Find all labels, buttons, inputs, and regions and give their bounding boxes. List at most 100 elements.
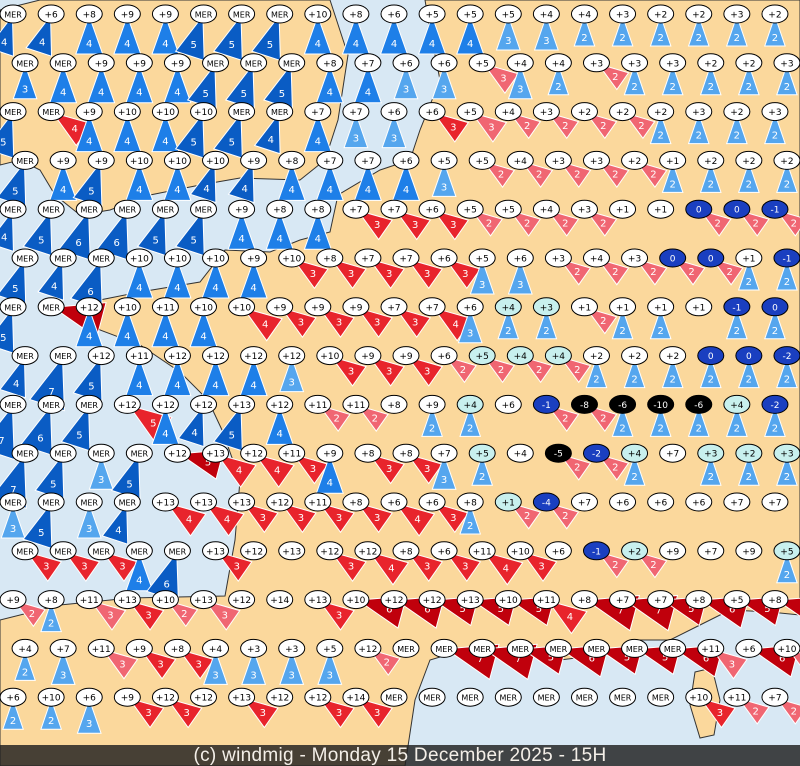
station-marker: 4 +13: [151, 492, 207, 537]
wind-markers: 4MER4+64+84+94+95MER5MER5MER4+104+84+64+…: [0, 4, 800, 734]
wind-arrow: [113, 14, 142, 55]
wind-speed-label: 6: [75, 238, 81, 249]
wind-arrow: [151, 307, 180, 348]
temperature-oval: [544, 638, 572, 658]
wind-arrow: [318, 697, 355, 729]
temperature-label: MER: [512, 645, 530, 654]
wind-arrow: [573, 14, 596, 47]
temperature-label: +7: [437, 450, 450, 460]
station-marker: 2 +4: [506, 346, 554, 384]
wind-speed-label: 2: [669, 179, 675, 190]
wind-speed-label: 2: [524, 218, 530, 229]
wind-speed-label: 4: [115, 525, 121, 536]
temperature-oval: [87, 346, 115, 366]
wind-speed-label: 2: [574, 365, 580, 376]
temperature-oval: [228, 687, 256, 707]
wind-speed-label: 3: [729, 659, 735, 670]
wind-speed-label: 4: [174, 283, 180, 294]
wind-arrow: [280, 502, 317, 534]
wind-arrow: [585, 356, 608, 389]
temperature-label: +7: [666, 450, 679, 460]
wind-speed-label: 2: [619, 33, 625, 44]
station-marker: 4 +9: [227, 150, 268, 204]
wind-arrow: [508, 502, 542, 530]
station-marker: 2 -1: [532, 394, 580, 432]
temperature-oval: [697, 53, 725, 73]
temperature-label: 0: [696, 206, 702, 216]
wind-speed-label: 4: [13, 379, 19, 390]
temperature-label: +6: [399, 157, 413, 167]
station-marker: 5 +10: [174, 102, 218, 159]
temperature-oval: [151, 297, 179, 317]
temperature-oval: [49, 541, 77, 561]
wind-arrow: [737, 160, 760, 193]
wind-arrow: [699, 453, 722, 486]
station-marker: 2 +3: [532, 297, 560, 340]
temperature-oval: [761, 199, 789, 219]
wind-speed-label: 3: [195, 659, 201, 670]
wind-arrow: [165, 599, 199, 628]
station-marker: 3 +6: [430, 541, 482, 582]
wind-speed-label: 5: [624, 653, 630, 664]
wind-speed-label: 3: [543, 36, 549, 47]
temperature-label: +4: [578, 11, 592, 21]
temperature-oval: [659, 346, 687, 366]
temperature-oval: [37, 199, 65, 219]
temperature-label: MER: [500, 694, 518, 703]
temperature-oval: [544, 150, 572, 170]
temperature-label: +3: [780, 450, 793, 460]
wind-arrow: [241, 648, 267, 685]
temperature-oval: [49, 248, 77, 268]
station-marker: 20: [735, 346, 763, 389]
station-marker: 3 +3: [240, 638, 268, 685]
wind-speed-label: 3: [717, 708, 723, 719]
station-marker: 4 +10: [125, 248, 154, 299]
temperature-label: MER: [54, 547, 72, 556]
station-marker: 3 +5: [494, 4, 522, 51]
wind-speed-label: 2: [714, 218, 720, 229]
station-marker: +12: [266, 687, 294, 707]
temperature-oval: [621, 150, 649, 170]
wind-arrow: [151, 404, 180, 445]
temperature-label: +9: [323, 450, 337, 460]
wind-speed-label: 4: [136, 88, 142, 99]
temperature-label: +11: [346, 401, 365, 411]
station-marker: 2 +2: [735, 53, 763, 96]
wind-speed-label: 3: [450, 513, 456, 524]
station-marker: +6: [647, 492, 675, 512]
temperature-label: +2: [742, 59, 755, 69]
wind-arrow: [151, 112, 180, 153]
wind-arrow: [279, 356, 305, 393]
station-marker: 2 +5: [773, 541, 800, 584]
wind-speed-label: 3: [145, 610, 151, 621]
temperature-label: MER: [614, 694, 632, 703]
wind-arrow: [776, 63, 798, 96]
station-marker: 4 +10: [228, 297, 283, 342]
station-marker: 3 +13: [228, 687, 279, 729]
station-marker: 4 MER: [0, 199, 27, 253]
temperature-oval: [151, 199, 179, 219]
temperature-label: MER: [588, 645, 606, 654]
temperature-label: -1: [732, 303, 741, 313]
temperature-oval: [11, 638, 39, 658]
temperature-oval: [494, 687, 522, 707]
station-marker: MER: [494, 687, 522, 707]
wind-speed-label: 2: [657, 33, 663, 44]
wind-speed-label: 3: [424, 562, 430, 573]
wind-speed-label: 2: [574, 267, 580, 278]
station-marker: 3 +5: [456, 102, 508, 143]
station-marker: 2 +2: [621, 541, 668, 579]
temperature-oval: [532, 492, 560, 512]
temperature-label: +3: [540, 303, 553, 313]
wind-arrow: [432, 111, 470, 143]
station-marker: 4 +8: [341, 4, 371, 55]
wind-speed-label: 4: [388, 563, 394, 574]
station-marker: 4 +12: [201, 346, 230, 397]
temperature-oval: [659, 443, 687, 463]
temperature-oval: [113, 394, 141, 414]
temperature-label: +7: [349, 206, 362, 216]
wind-speed-label: 4: [98, 88, 104, 99]
station-marker: 4 +12: [239, 346, 268, 397]
wind-speed-label: 2: [505, 326, 511, 337]
